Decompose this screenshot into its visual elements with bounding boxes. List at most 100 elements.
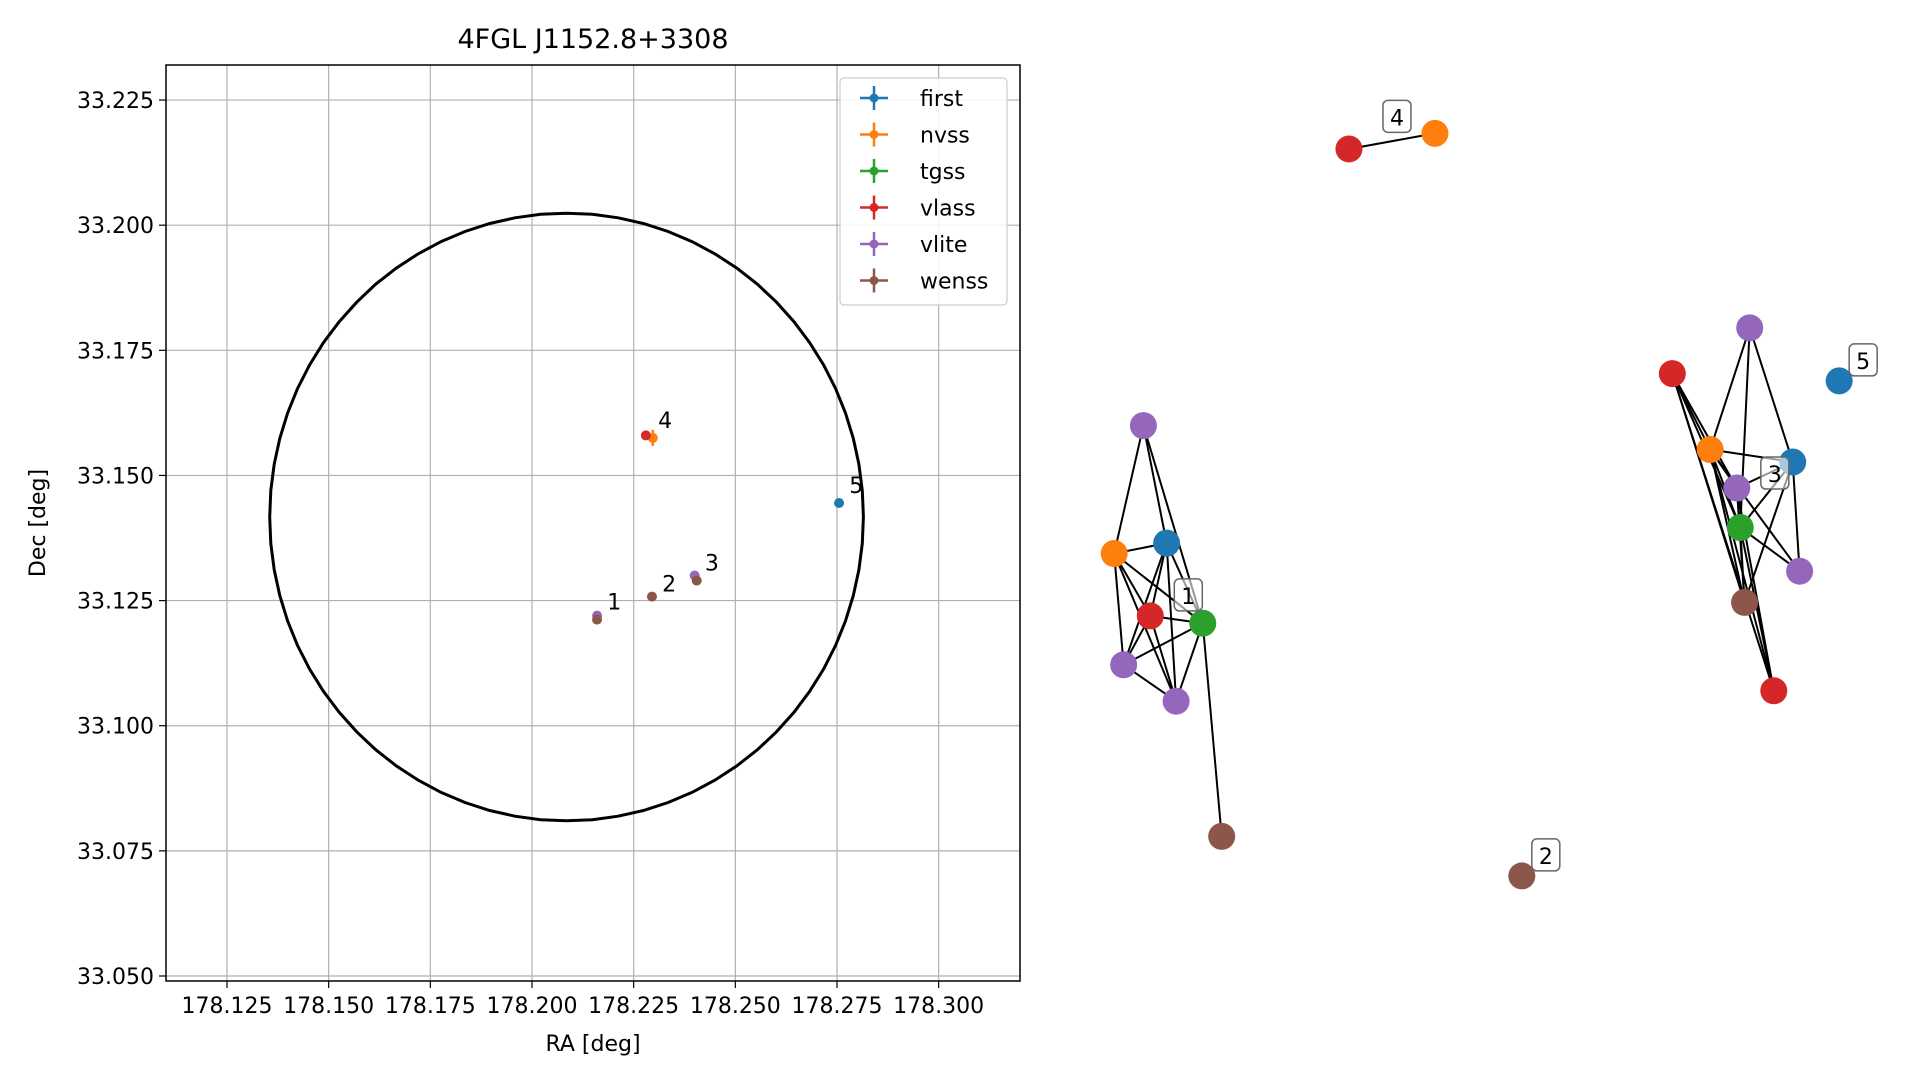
scatter-grid: [166, 65, 1020, 981]
error-ellipse-outline: [268, 211, 865, 823]
group-label-box: [1173, 578, 1204, 612]
data-point-wenss: [646, 591, 657, 602]
network-edge: [1113, 425, 1145, 554]
network-node-nvss: [1421, 119, 1449, 147]
network-node-nvss: [1100, 540, 1128, 568]
network-edge: [1748, 327, 1794, 463]
network-edge: [1709, 327, 1751, 450]
network-node-tgss: [1726, 514, 1754, 542]
x-axis-ticks: 178.125 178.150 178.175 178.200 178.225 178.2…: [182, 981, 984, 1019]
x-tick-label: 178.250: [690, 994, 781, 1019]
y-axis-label: Dec [deg]: [26, 469, 51, 577]
network-edges: [1113, 132, 1801, 837]
network-node-nvss: [1696, 436, 1724, 464]
scatter-title: 4FGL J1152.8+3308: [457, 24, 728, 55]
network-edge: [1671, 373, 1738, 489]
y-tick-label: 33.100: [77, 715, 154, 740]
network-node-vlite: [1110, 651, 1138, 679]
group-label-box: [1848, 343, 1878, 377]
x-axis-label: RA [deg]: [545, 1032, 640, 1057]
legend: first nvss tgss vlass vlite wenss: [839, 77, 1008, 306]
network-edge: [1175, 622, 1204, 702]
network-edge: [1149, 615, 1178, 702]
y-tick-label: 33.225: [77, 89, 154, 114]
point-annotation: 3: [705, 552, 719, 577]
legend-marker-nvss: [869, 130, 879, 139]
network-node-vlite: [1162, 687, 1190, 715]
network-edge: [1142, 425, 1168, 544]
y-tick-label: 33.175: [77, 339, 154, 364]
x-tick-label: 178.225: [588, 994, 679, 1019]
legend-label-tgss: tgss: [920, 160, 966, 185]
network-graph-panel: 1 2 3 4 5: [1100, 99, 1878, 890]
network-edge: [1113, 553, 1125, 665]
x-tick-label: 178.200: [487, 994, 578, 1019]
data-point-wenss: [691, 575, 702, 586]
scatter-points: [592, 429, 845, 625]
y-axis-ticks: 33.050 33.075 33.100 33.125 33.150 33.175 33.2…: [77, 89, 166, 990]
legend-label-vlite: vlite: [920, 233, 967, 258]
group-label: 1: [1181, 585, 1195, 610]
group-label-box: [1382, 99, 1412, 134]
network-edge: [1671, 373, 1775, 692]
group-label: 2: [1539, 845, 1553, 870]
network-nodes: [1100, 119, 1853, 890]
legend-label-wenss: wenss: [920, 270, 988, 295]
network-edge: [1123, 622, 1204, 666]
error-ellipse: [268, 211, 865, 823]
group-label: 4: [1390, 106, 1404, 131]
y-tick-label: 33.075: [77, 840, 154, 865]
network-node-vlite: [1129, 412, 1157, 440]
point-annotation: 1: [607, 591, 621, 616]
legend-marker-wenss: [869, 276, 879, 285]
network-edge: [1791, 461, 1801, 572]
network-edge: [1201, 623, 1223, 837]
scatter-axes-frame: [165, 64, 1021, 982]
group-label-box: [1760, 456, 1790, 490]
legend-marker-tgss: [869, 166, 879, 176]
legend-label-nvss: nvss: [920, 124, 970, 149]
network-node-first: [1153, 529, 1181, 557]
network-node-tgss: [1189, 609, 1217, 637]
y-tick-label: 33.050: [77, 965, 154, 990]
network-node-vlass: [1658, 360, 1686, 388]
data-point-wenss: [592, 614, 603, 625]
network-edge: [1739, 527, 1775, 692]
data-point-first: [834, 497, 845, 508]
y-tick-label: 33.150: [77, 464, 154, 489]
network-group-labels: 1 2 3 4 5: [1173, 99, 1878, 872]
legend-marker-vlite: [869, 239, 879, 249]
point-annotation: 2: [662, 573, 676, 598]
x-tick-label: 178.300: [893, 994, 984, 1019]
legend-label-first: first: [920, 87, 963, 112]
x-tick-label: 178.125: [182, 994, 273, 1019]
network-node-vlass: [1335, 135, 1363, 163]
legend-label-vlass: vlass: [920, 197, 976, 222]
legend-marker-vlass: [869, 203, 879, 212]
legend-marker-first: [869, 93, 879, 103]
network-node-vlite: [1736, 314, 1764, 342]
network-node-wenss: [1208, 822, 1236, 850]
group-label: 5: [1856, 350, 1870, 375]
network-edge: [1348, 132, 1436, 150]
network-node-wenss: [1508, 862, 1536, 890]
network-node-vlass: [1136, 602, 1164, 630]
group-label: 3: [1768, 463, 1782, 488]
data-point-vlass: [640, 430, 651, 441]
network-edge: [1165, 543, 1178, 702]
point-annotation: 5: [849, 474, 863, 499]
network-node-vlite: [1786, 557, 1814, 585]
point-annotation: 4: [658, 409, 672, 434]
x-tick-label: 178.175: [385, 994, 476, 1019]
y-tick-label: 33.200: [77, 214, 154, 239]
network-node-first: [1825, 367, 1853, 395]
network-node-wenss: [1731, 588, 1759, 616]
network-node-vlass: [1760, 677, 1788, 705]
scatter-annotations: 1 2 3 4 5: [607, 409, 863, 616]
y-tick-label: 33.125: [77, 590, 154, 615]
x-tick-label: 178.275: [792, 994, 883, 1019]
network-node-vlite: [1723, 474, 1751, 502]
group-label-box: [1531, 838, 1561, 872]
